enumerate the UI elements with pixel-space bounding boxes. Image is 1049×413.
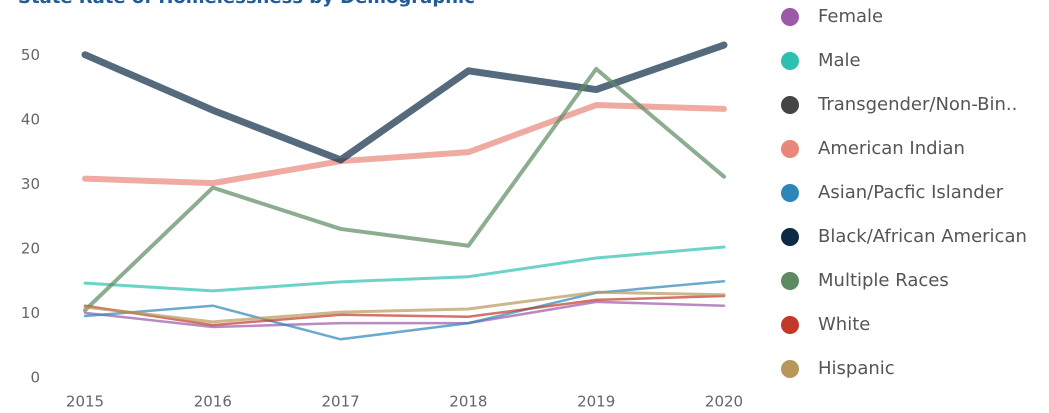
x-tick-label: 2016 (194, 393, 232, 411)
legend-swatch (781, 8, 799, 26)
legend-swatch (781, 316, 799, 334)
series-line (81, 41, 728, 164)
legend-label: Male (818, 50, 861, 71)
y-tick-label: 50 (21, 46, 40, 64)
legend-swatch (781, 272, 799, 290)
chart-title: State Rate of Homelessness by Demographi… (18, 0, 475, 8)
series-line (83, 245, 726, 293)
legend-label: White (818, 314, 870, 335)
legend-swatch (781, 96, 799, 114)
legend-swatch (781, 228, 799, 246)
legend-swatch (781, 360, 799, 378)
x-tick-label: 2020 (705, 393, 743, 411)
series-line (83, 300, 726, 329)
x-tick-label: 2018 (449, 393, 487, 411)
legend-label: Asian/Pacfic Islander (818, 182, 1004, 203)
x-tick-label: 2017 (322, 393, 360, 411)
y-tick-label: 0 (30, 369, 40, 387)
y-tick-label: 40 (21, 110, 40, 128)
series-line (83, 66, 726, 313)
legend-label: American Indian (818, 138, 965, 159)
legend-label: Hispanic (818, 358, 895, 379)
x-tick-label: 2015 (66, 393, 104, 411)
legend-label: Female (818, 6, 883, 27)
legend-label: Transgender/Non-Bin.. (817, 94, 1017, 115)
series-line (83, 279, 726, 341)
legend-swatch (781, 140, 799, 158)
y-tick-label: 10 (21, 304, 40, 322)
series-line (82, 102, 727, 187)
series-line (83, 294, 726, 327)
legend-swatch (781, 52, 799, 70)
legend-label: Black/African American (818, 226, 1027, 247)
x-tick-label: 2019 (577, 393, 615, 411)
y-tick-label: 20 (21, 239, 40, 257)
y-tick-label: 30 (21, 175, 40, 193)
series-line (83, 290, 726, 324)
legend-label: Multiple Races (818, 270, 949, 291)
legend-swatch (781, 184, 799, 202)
